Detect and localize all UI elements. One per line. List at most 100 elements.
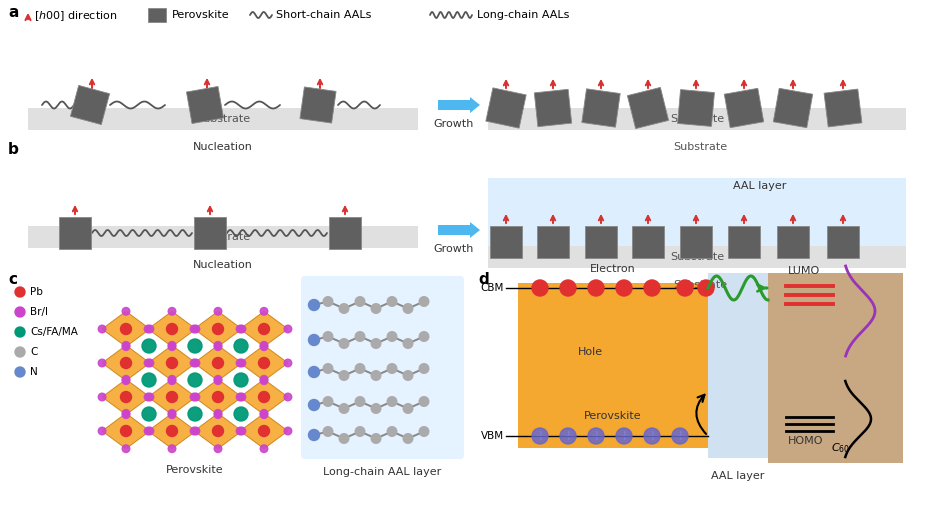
Text: $[h$00$]$ direction: $[h$00$]$ direction bbox=[34, 9, 117, 23]
Circle shape bbox=[122, 410, 129, 417]
Polygon shape bbox=[824, 89, 862, 127]
Polygon shape bbox=[148, 311, 196, 347]
Circle shape bbox=[190, 359, 198, 367]
Text: Substrate: Substrate bbox=[670, 252, 724, 262]
Circle shape bbox=[169, 343, 176, 350]
Text: +: + bbox=[646, 429, 658, 443]
Text: +: + bbox=[618, 429, 629, 443]
Circle shape bbox=[238, 393, 246, 401]
Circle shape bbox=[190, 393, 198, 401]
Circle shape bbox=[144, 325, 152, 333]
Polygon shape bbox=[724, 88, 763, 128]
Circle shape bbox=[672, 428, 688, 444]
Circle shape bbox=[322, 331, 333, 342]
Circle shape bbox=[214, 410, 222, 417]
Circle shape bbox=[419, 363, 429, 374]
Circle shape bbox=[212, 358, 223, 369]
Circle shape bbox=[214, 375, 222, 383]
Circle shape bbox=[371, 338, 382, 349]
Text: Long-chain AALs: Long-chain AALs bbox=[477, 10, 570, 20]
Circle shape bbox=[167, 392, 178, 402]
Circle shape bbox=[214, 343, 222, 350]
FancyArrowPatch shape bbox=[696, 395, 706, 434]
Circle shape bbox=[532, 280, 548, 296]
Circle shape bbox=[284, 359, 291, 367]
Text: +: + bbox=[590, 429, 601, 443]
Circle shape bbox=[142, 373, 156, 387]
Circle shape bbox=[419, 331, 429, 342]
Circle shape bbox=[192, 325, 200, 333]
Circle shape bbox=[355, 296, 366, 307]
Text: Substrate: Substrate bbox=[196, 114, 250, 124]
Circle shape bbox=[234, 339, 248, 353]
Circle shape bbox=[371, 303, 382, 314]
Polygon shape bbox=[102, 413, 150, 449]
Circle shape bbox=[259, 425, 269, 436]
Polygon shape bbox=[827, 226, 859, 258]
Text: Growth: Growth bbox=[434, 244, 474, 254]
Circle shape bbox=[122, 307, 129, 315]
Circle shape bbox=[308, 367, 319, 378]
Circle shape bbox=[259, 323, 269, 334]
Circle shape bbox=[214, 307, 222, 315]
Polygon shape bbox=[240, 345, 288, 381]
Circle shape bbox=[236, 359, 244, 367]
Polygon shape bbox=[186, 86, 223, 124]
Text: LUMO: LUMO bbox=[788, 266, 820, 276]
Circle shape bbox=[120, 392, 131, 402]
Text: −: − bbox=[699, 280, 712, 295]
Circle shape bbox=[698, 280, 714, 296]
Circle shape bbox=[260, 411, 268, 419]
Circle shape bbox=[419, 396, 429, 407]
Polygon shape bbox=[537, 226, 569, 258]
Text: Br/I: Br/I bbox=[30, 307, 48, 317]
FancyArrow shape bbox=[438, 222, 480, 238]
Circle shape bbox=[419, 426, 429, 437]
Polygon shape bbox=[148, 379, 196, 414]
Circle shape bbox=[192, 393, 200, 401]
Text: −: − bbox=[645, 280, 658, 295]
Polygon shape bbox=[582, 89, 620, 127]
Circle shape bbox=[214, 411, 222, 419]
Text: c: c bbox=[8, 272, 17, 287]
Circle shape bbox=[284, 427, 291, 435]
Text: +: + bbox=[534, 429, 546, 443]
Circle shape bbox=[146, 359, 154, 367]
Circle shape bbox=[169, 377, 176, 384]
Polygon shape bbox=[632, 226, 664, 258]
Circle shape bbox=[402, 433, 413, 444]
Circle shape bbox=[532, 428, 548, 444]
FancyBboxPatch shape bbox=[301, 276, 464, 459]
Circle shape bbox=[122, 342, 129, 349]
Circle shape bbox=[371, 433, 382, 444]
Circle shape bbox=[386, 363, 398, 374]
Circle shape bbox=[371, 370, 382, 381]
Text: Nucleation: Nucleation bbox=[193, 260, 253, 270]
Text: −: − bbox=[617, 280, 630, 295]
Circle shape bbox=[234, 373, 248, 387]
Text: Substrate: Substrate bbox=[196, 232, 250, 242]
Circle shape bbox=[616, 428, 632, 444]
Circle shape bbox=[144, 359, 152, 367]
Circle shape bbox=[339, 303, 349, 314]
Bar bbox=[768, 273, 903, 463]
Circle shape bbox=[15, 287, 25, 297]
Circle shape bbox=[308, 399, 319, 410]
Polygon shape bbox=[102, 345, 150, 381]
Circle shape bbox=[308, 430, 319, 440]
Polygon shape bbox=[774, 88, 813, 128]
Circle shape bbox=[371, 403, 382, 414]
Polygon shape bbox=[728, 226, 760, 258]
Polygon shape bbox=[194, 311, 242, 347]
Polygon shape bbox=[148, 345, 196, 381]
Circle shape bbox=[260, 377, 268, 384]
Circle shape bbox=[214, 377, 222, 384]
Circle shape bbox=[120, 323, 131, 334]
Circle shape bbox=[167, 358, 178, 369]
Circle shape bbox=[260, 410, 268, 417]
Circle shape bbox=[15, 327, 25, 337]
Polygon shape bbox=[148, 413, 196, 449]
Circle shape bbox=[402, 338, 413, 349]
Text: C: C bbox=[30, 347, 37, 357]
Circle shape bbox=[122, 377, 129, 384]
